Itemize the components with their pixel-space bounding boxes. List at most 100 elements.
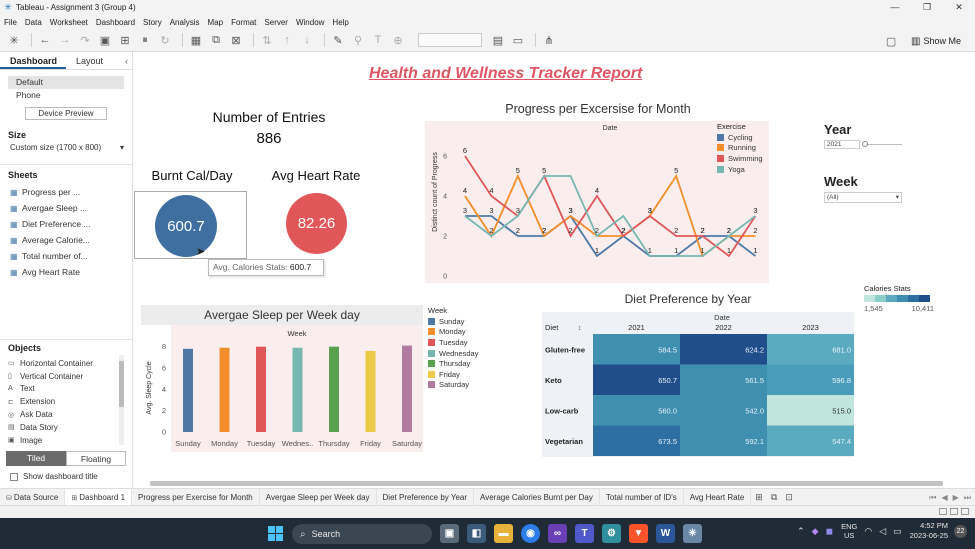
heatmap-cell[interactable]: [593, 395, 680, 426]
object-image[interactable]: ▣ Image: [8, 434, 120, 447]
swap-icon[interactable]: ⇅: [262, 34, 272, 47]
prev-tab-icon[interactable]: ◀: [941, 493, 948, 502]
minimize-icon[interactable]: —: [890, 2, 900, 12]
menu-help[interactable]: Help: [332, 17, 349, 27]
redo-icon[interactable]: ↷: [80, 34, 90, 47]
year-slider[interactable]: 2021: [824, 140, 902, 149]
tab-data-source[interactable]: ⛁ Data Source: [0, 488, 66, 506]
presentation-icon[interactable]: ▭: [512, 34, 524, 47]
highlight-icon[interactable]: ✎: [333, 34, 343, 47]
visual-studio-icon[interactable]: ∞: [548, 524, 567, 543]
sort-asc-icon[interactable]: ↑: [284, 34, 290, 46]
group-icon[interactable]: ⚲: [353, 34, 363, 47]
share-icon[interactable]: ⋔: [544, 34, 554, 47]
first-tab-icon[interactable]: ⏮: [929, 493, 937, 502]
onenote-icon[interactable]: ◆: [811, 525, 819, 536]
close-icon[interactable]: ✕: [955, 2, 963, 12]
task-view-icon[interactable]: ▣: [440, 524, 459, 543]
heatmap-cell[interactable]: [680, 395, 767, 426]
sort-icon[interactable]: ↕: [578, 325, 582, 332]
menu-file[interactable]: File: [4, 17, 17, 27]
heatmap-cell[interactable]: [680, 425, 767, 457]
progress-line-chart[interactable]: Progress per Excersise for Month Date Dist…: [425, 97, 771, 283]
chevron-up-icon[interactable]: ⌃: [797, 525, 805, 536]
maximize-icon[interactable]: ❐: [922, 2, 932, 12]
diet-heatmap[interactable]: Diet Preference by Year Date Diet ↕ 2021 2022…: [542, 289, 856, 457]
save-icon[interactable]: ▣: [99, 34, 111, 47]
windows-start-icon[interactable]: [268, 526, 283, 541]
show-cards-icon[interactable]: ▤: [492, 34, 504, 47]
sleep-bar[interactable]: [219, 347, 230, 432]
collapse-pane-icon[interactable]: ‹: [125, 56, 128, 66]
tab-progress[interactable]: Progress per Exercise for Month: [132, 488, 260, 506]
taskbar-search[interactable]: ⌕ Search: [292, 524, 432, 544]
list-view-icon[interactable]: [950, 508, 958, 515]
network-app-icon[interactable]: ⚙: [602, 524, 621, 543]
tab-heart-rate[interactable]: Avg Heart Rate: [684, 488, 752, 506]
tableau-taskbar-icon[interactable]: ✳: [683, 524, 702, 543]
scrollbar-thumb[interactable]: [150, 481, 943, 486]
heatmap-cell[interactable]: [680, 364, 767, 396]
legend-item-monday[interactable]: Monday: [428, 327, 478, 338]
sheet-item[interactable]: ▦ Progress per ...: [10, 184, 132, 200]
pause-updates-icon[interactable]: ⏸: [142, 33, 148, 46]
show-me-button[interactable]: ▢ ▥ Show Me: [883, 33, 961, 49]
tableau-home-icon[interactable]: ✳: [9, 34, 19, 47]
sleep-bar[interactable]: [183, 348, 193, 432]
sleep-bar[interactable]: [256, 346, 266, 432]
line-series-yoga[interactable]: [464, 175, 756, 257]
refresh-icon[interactable]: ↻: [160, 34, 170, 47]
sleep-bar[interactable]: [292, 347, 303, 432]
object-extension[interactable]: ⊏ Extension: [8, 395, 120, 408]
teams-icon[interactable]: T: [575, 524, 594, 543]
chrome-icon[interactable]: ◉: [521, 524, 540, 543]
tab-dashboard[interactable]: Dashboard: [0, 52, 66, 69]
heatmap-cell[interactable]: [767, 364, 854, 396]
menu-window[interactable]: Window: [295, 17, 325, 27]
grid-view-icon[interactable]: [939, 508, 947, 515]
object-vertical-container[interactable]: ▯ Vertical Container: [8, 370, 120, 383]
sheet-item[interactable]: ▦ Total number of...: [10, 248, 132, 264]
show-title-checkbox[interactable]: Show dashboard title: [10, 472, 98, 481]
week-dropdown[interactable]: (All) ▾: [824, 192, 902, 203]
object-horizontal-container[interactable]: ▭ Horizontal Container: [8, 357, 120, 370]
volume-icon[interactable]: ◁: [879, 525, 887, 536]
device-default[interactable]: Default: [8, 76, 124, 89]
film-view-icon[interactable]: [961, 508, 969, 515]
tab-diet[interactable]: Diet Preference by Year: [377, 488, 475, 506]
new-worksheet-icon[interactable]: ⊞: [755, 491, 763, 502]
pin-icon[interactable]: ⊕: [393, 34, 403, 47]
legend-item-friday[interactable]: Friday: [428, 369, 478, 380]
notification-badge[interactable]: 22: [954, 524, 967, 538]
menu-dashboard[interactable]: Dashboard: [95, 17, 136, 27]
menu-story[interactable]: Story: [143, 17, 162, 27]
new-dashboard-icon[interactable]: ⧉: [770, 491, 778, 502]
battery-icon[interactable]: ▭: [893, 525, 902, 536]
menu-worksheet[interactable]: Worksheet: [49, 17, 88, 27]
menu-server[interactable]: Server: [264, 17, 288, 27]
heatmap-cell[interactable]: [767, 334, 854, 365]
new-datasource-icon[interactable]: ⊞: [120, 34, 130, 47]
burnt-cal-circle[interactable]: 600.7: [155, 195, 217, 257]
line-series-cycling[interactable]: [465, 214, 756, 258]
legend-item-thursday[interactable]: Thursday: [428, 358, 478, 369]
object-ask-data[interactable]: ◎ Ask Data: [8, 408, 120, 421]
floating-button[interactable]: Floating: [66, 451, 126, 466]
tab-layout[interactable]: Layout: [76, 56, 104, 66]
sleep-bar[interactable]: [329, 346, 339, 432]
tab-dashboard-1[interactable]: ⊞ Dashboard 1: [65, 488, 133, 506]
legend-item-swimming[interactable]: Swimming: [717, 153, 763, 164]
legend-item-running[interactable]: Running: [717, 143, 763, 154]
menu-format[interactable]: Format: [231, 17, 257, 27]
year-input[interactable]: 2021: [824, 140, 860, 149]
new-sheet-icon[interactable]: ▦: [190, 34, 202, 47]
heatmap-cell[interactable]: [680, 334, 767, 365]
object-data-story[interactable]: ▤ Data Story: [8, 421, 120, 434]
size-dropdown[interactable]: Custom size (1700 x 800) ▾: [0, 143, 124, 152]
last-tab-icon[interactable]: ⏭: [963, 493, 971, 502]
clock[interactable]: 4:52 PM 2023-06-25: [910, 521, 948, 541]
objects-scrollbar[interactable]: [119, 355, 124, 445]
scrollbar-thumb[interactable]: [119, 361, 124, 407]
legend-item-sunday[interactable]: Sunday: [428, 316, 478, 327]
teams-tray-icon[interactable]: ◼: [825, 525, 834, 536]
